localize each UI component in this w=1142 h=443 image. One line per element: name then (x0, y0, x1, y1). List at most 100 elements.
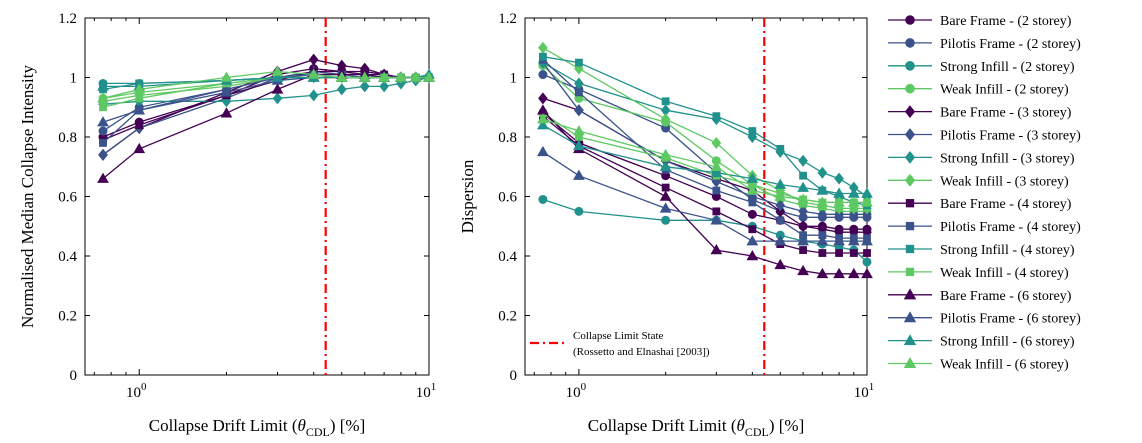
data-point (712, 186, 721, 195)
legend-entry: Weak Infill - (3 storey) (888, 173, 1069, 189)
legend-entry: Strong Infill - (6 storey) (888, 334, 1075, 350)
data-point (710, 214, 723, 225)
data-point (659, 148, 672, 160)
data-point (849, 249, 858, 257)
series-bare-frame-6-storey- (537, 104, 873, 279)
legend-label: Pilotis Frame - (3 storey) (940, 129, 1081, 144)
legend-label: Strong Infill - (4 storey) (940, 243, 1075, 258)
series-pilotis-frame-6-storey- (537, 145, 873, 246)
data-point (133, 104, 146, 115)
legend-label: Strong Infill - (2 storey) (940, 60, 1075, 75)
legend-entry: Strong Infill - (2 storey) (888, 60, 1075, 75)
axes-box (84, 17, 430, 376)
y-tick-label: 0.2 (498, 309, 517, 325)
data-point (573, 139, 585, 151)
data-point (271, 83, 284, 94)
legend-label: Weak Infill - (4 storey) (940, 266, 1069, 281)
data-point (661, 183, 670, 192)
data-point (833, 235, 845, 246)
data-point (748, 198, 757, 207)
data-point (659, 202, 672, 213)
legend-entry: Strong Infill - (4 storey) (888, 243, 1075, 258)
legend-marker (903, 288, 917, 300)
data-point (336, 83, 347, 96)
data-point (574, 88, 583, 97)
legend-label: Pilotis Frame - (2 storey) (940, 37, 1081, 52)
data-point (834, 172, 844, 185)
data-point (847, 196, 860, 207)
series-line (542, 73, 867, 218)
data-point (271, 71, 284, 82)
legend-marker (904, 105, 916, 118)
legend-marker (905, 38, 915, 48)
data-point (660, 113, 671, 126)
data-point (359, 80, 370, 93)
legend-marker (905, 244, 915, 254)
legend-marker (905, 61, 915, 71)
legend-marker (903, 334, 917, 346)
series-line (542, 115, 867, 254)
y-axis-label: Normalised Median Collapse Intensity (18, 65, 37, 328)
data-point (710, 244, 723, 255)
data-point (711, 136, 722, 149)
data-point (308, 53, 319, 66)
data-point (799, 171, 807, 180)
data-point (776, 145, 785, 153)
legend-entry: Weak Infill - (6 storey) (888, 357, 1069, 373)
legend: Bare Frame - (2 storey) Pilotis Frame - (… (888, 14, 1081, 373)
legend-marker (905, 267, 915, 277)
data-point (538, 70, 548, 80)
data-point (659, 190, 672, 201)
data-point (710, 160, 723, 171)
data-point (538, 194, 548, 204)
data-point (409, 71, 422, 82)
data-point (539, 52, 547, 61)
data-point (816, 267, 829, 279)
y-axis-label: Dispersion (458, 159, 477, 233)
data-point (537, 145, 549, 157)
data-point (774, 258, 787, 270)
x-tick-label: 101 (416, 381, 437, 401)
data-point (862, 257, 872, 267)
data-point (712, 207, 721, 216)
series-line (102, 73, 429, 180)
legend-entry: Strong Infill - (3 storey) (888, 151, 1075, 166)
y-tick-label: 1 (510, 71, 518, 87)
data-point (798, 220, 808, 233)
series-strong-infill-3-storey- (538, 56, 872, 203)
data-point (135, 94, 144, 103)
y-tick-label: 0.6 (498, 190, 517, 206)
data-point (538, 41, 548, 54)
series-pilotis-frame-3-storey- (538, 56, 872, 221)
data-point (798, 154, 808, 167)
data-point (220, 71, 233, 82)
data-point (133, 142, 146, 154)
legend-marker (903, 311, 917, 323)
data-point (395, 71, 407, 82)
data-point (833, 196, 845, 207)
data-point (135, 121, 144, 129)
data-point (748, 225, 757, 234)
data-point (98, 148, 108, 161)
legend-label: Strong Infill - (3 storey) (940, 151, 1075, 166)
y-tick-label: 0.4 (58, 249, 77, 265)
legend-marker (904, 151, 916, 164)
data-point (423, 71, 435, 82)
data-point (574, 58, 583, 67)
y-tick-label: 0.2 (58, 309, 77, 325)
y-tick-label: 0.8 (498, 130, 517, 146)
series-weak-infill-6-storey- (97, 65, 435, 103)
data-point (746, 235, 759, 246)
legend-label: Bare Frame - (4 storey) (940, 197, 1072, 212)
data-point (573, 125, 585, 136)
data-point (661, 215, 671, 225)
data-point (97, 172, 109, 183)
data-point (220, 107, 233, 118)
data-point (746, 249, 759, 261)
y-tick-label: 0.4 (498, 249, 517, 265)
legend-entry: Bare Frame - (2 storey) (888, 14, 1072, 29)
y-tick-label: 0.8 (58, 130, 77, 146)
data-point (833, 267, 845, 279)
x-axis-label: Collapse Drift Limit (θCDL) [%] (588, 416, 805, 439)
